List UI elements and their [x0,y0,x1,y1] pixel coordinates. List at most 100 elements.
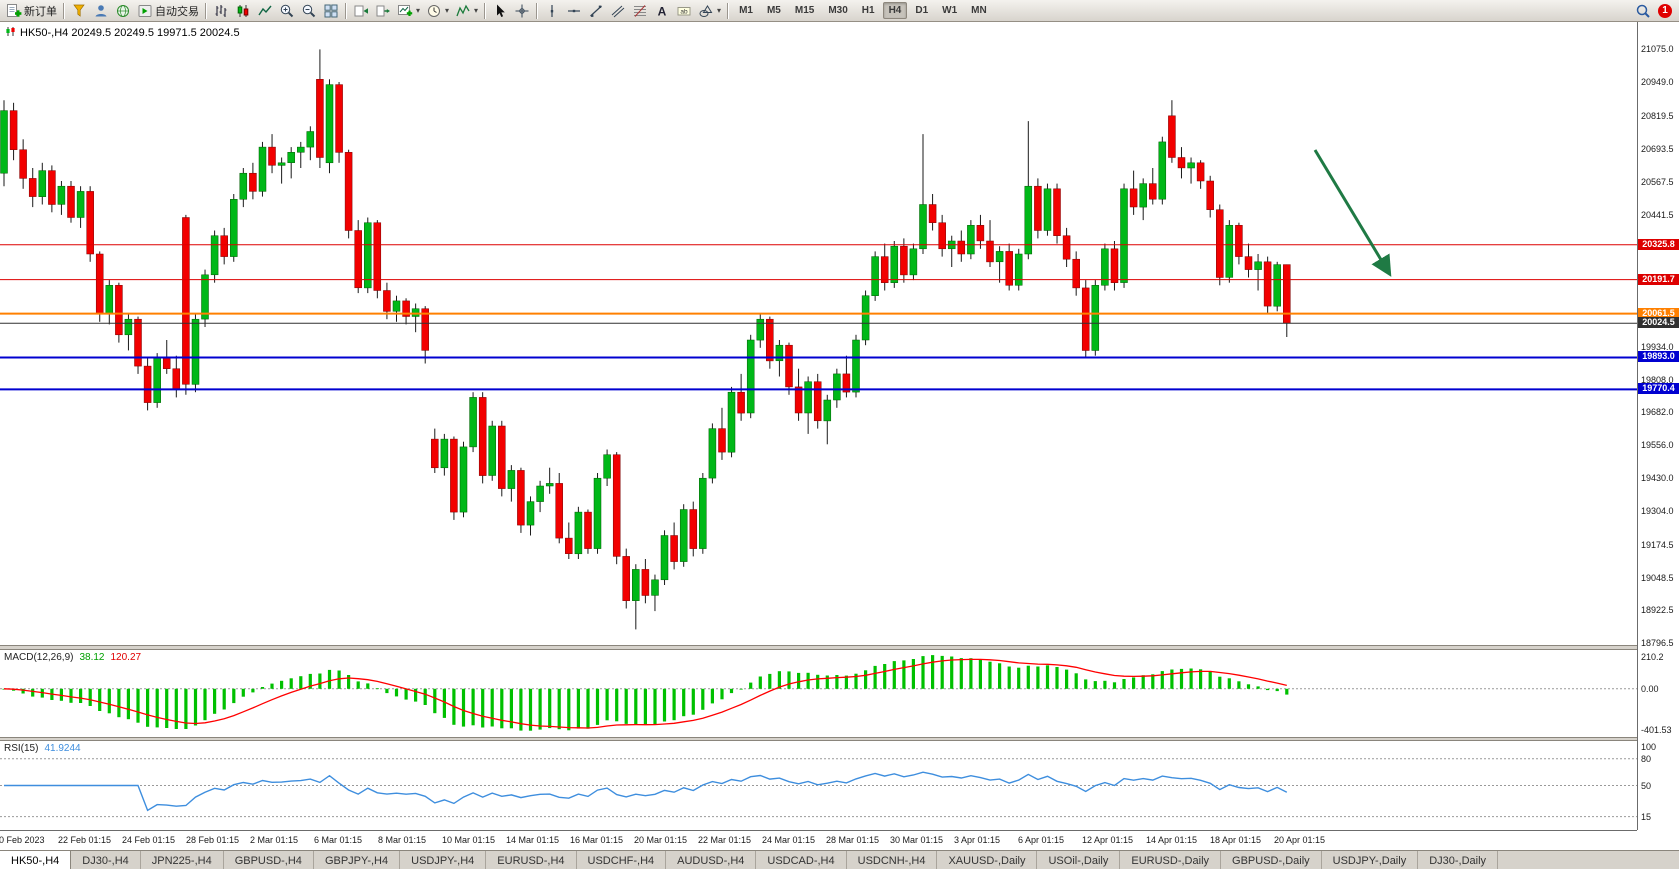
price-axis-tick: 15 [1641,811,1652,822]
toolbar-separator [345,2,347,19]
price-axis-tick: 21075.0 [1641,44,1674,55]
timeframe-button-mn[interactable]: MN [971,5,987,16]
chart-tab-usoil-daily[interactable]: USOil-,Daily [1037,851,1121,869]
tile-windows-button[interactable] [320,0,342,22]
time-axis-label: 12 Apr 01:15 [1082,835,1134,845]
price-axis-tick: 19304.0 [1641,506,1674,517]
chart-tab-dj30-h4[interactable]: DJ30-,H4 [71,851,141,869]
price-axis-tick: 20693.5 [1641,143,1674,154]
macd-main-value: 38.12 [79,652,105,663]
fibonacci-button[interactable] [629,0,651,22]
chart-icon [5,26,16,40]
chart-tab-usdcad-h4[interactable]: USDCAD-,H4 [756,851,847,869]
auto-trading-button-label: 自动交易 [155,5,199,18]
new-chart-button[interactable]: ▾ [394,0,423,22]
timeframe-button-m15[interactable]: M15 [794,5,815,16]
toolbar-separator [205,2,207,19]
chart-tab-jpn225-h4[interactable]: JPN225-,H4 [140,851,224,869]
auto-trading-button[interactable]: 自动交易 [134,0,202,22]
indicators-icon [455,3,471,19]
chart-tab-usdjpy-daily[interactable]: USDJPY-,Daily [1321,851,1419,869]
price-axis[interactable]: 21075.0 20949.0 20819.5 20693.5 20567.5 20441… [1637,22,1679,830]
line-chart-button[interactable] [254,0,276,22]
horizontal-line-button[interactable] [563,0,585,22]
chart-tab-gbpusd-h4[interactable]: GBPUSD-,H4 [223,851,314,869]
bar-chart-button[interactable] [210,0,232,22]
new-order-button[interactable]: 新订单 [3,0,60,22]
timeframe-button-w1[interactable]: W1 [942,5,958,16]
fibo-icon [632,3,648,19]
globe-icon [115,3,131,19]
price-axis-tick: 19174.5 [1641,539,1674,550]
chart-shift-button[interactable] [372,0,394,22]
candlestick-chart[interactable] [0,22,1637,645]
price-axis-tick: 19934.0 [1641,341,1674,352]
chart-tab-audusd-h4[interactable]: AUDUSD-,H4 [666,851,757,869]
timeframe-button-h4[interactable]: H4 [882,2,908,19]
channel-button[interactable] [607,0,629,22]
accounts-button[interactable] [90,0,112,22]
pane-separator[interactable] [0,737,1679,741]
chart-tab-eurusd-h4[interactable]: EURUSD-,H4 [486,851,577,869]
chart-tab-dj30-daily[interactable]: DJ30-,Daily [1418,851,1499,869]
timeframe-button-m30[interactable]: M30 [828,5,848,16]
shapes-icon [698,3,714,19]
community-button[interactable] [112,0,134,22]
zoom-in-button[interactable] [276,0,298,22]
rsi-value: 41.9244 [44,743,81,754]
chart-shift-icon [375,3,391,19]
crosshair-button[interactable] [511,0,533,22]
time-axis-label: 14 Mar 01:15 [506,835,560,845]
macd-pane[interactable] [0,650,1637,737]
chart-tab-gbpjpy-h4[interactable]: GBPJPY-,H4 [313,851,401,869]
vertical-line-button[interactable] [541,0,563,22]
timeframe-button-d1[interactable]: D1 [915,5,929,16]
indicators-button[interactable]: ▾ [452,0,481,22]
hline-icon [566,3,582,19]
text-label-button[interactable]: ab [673,0,695,22]
cursor-button[interactable] [489,0,511,22]
chart-tab-usdchf-h4[interactable]: USDCHF-,H4 [576,851,667,869]
zoom-out-button[interactable] [298,0,320,22]
shapes-button[interactable]: ▾ [695,0,724,22]
price-axis-tick: 80 [1641,753,1652,764]
timeframe-button-h1[interactable]: H1 [861,5,875,16]
chart-tab-eurusd-daily[interactable]: EURUSD-,Daily [1120,851,1222,869]
symbol-ohlc-text: HK50-,H4 20249.5 20249.5 19971.5 20024.5 [20,27,240,39]
chart-tab-usdcnh-h4[interactable]: USDCNH-,H4 [846,851,938,869]
chart-tab-hk50-h4[interactable]: HK50-,H4 [0,851,72,869]
trendline-button[interactable] [585,0,607,22]
bars-icon [213,3,229,19]
price-level-label: 20061.5 [1638,307,1679,319]
price-axis-tick: 0.00 [1641,683,1659,694]
rsi-pane[interactable] [0,741,1637,830]
auto-scroll-button[interactable] [350,0,372,22]
periods-button[interactable]: ▾ [423,0,452,22]
toolbar-separator [536,2,539,19]
time-axis-label: 6 Mar 01:15 [314,835,363,845]
candlestick-chart-button[interactable] [232,0,254,22]
price-axis-tick: 20949.0 [1641,77,1674,88]
pane-separator[interactable] [0,645,1679,650]
zoom-in-icon [279,3,295,19]
time-axis[interactable]: 20 Feb 2023 22 Feb 01:15 24 Feb 01:15 28 Fe… [0,830,1637,850]
timeframe-button-m1[interactable]: M1 [739,5,753,16]
text-a-icon: A [654,3,670,19]
chart-tab-gbpusd-daily[interactable]: GBPUSD-,Daily [1221,851,1322,869]
svg-text:A: A [658,4,667,18]
crosshair-icon [514,3,530,19]
chart-tab-xauusd-daily[interactable]: XAUUSD-,Daily [937,851,1038,869]
time-axis-label: 28 Feb 01:15 [186,835,240,845]
svg-text:ab: ab [680,8,688,15]
notification-badge[interactable]: 1 [1658,3,1672,18]
price-axis-tick: 18922.5 [1641,605,1674,616]
price-level-label: 20024.5 [1638,317,1679,329]
text-button[interactable]: A [651,0,673,22]
timeframe-button-m5[interactable]: M5 [766,5,781,16]
history-button[interactable] [68,0,90,22]
search-button[interactable] [1632,0,1654,22]
new-chart-icon [397,3,413,19]
chart-tab-usdjpy-h4[interactable]: USDJPY-,H4 [400,851,487,869]
new-order-icon [6,3,22,19]
